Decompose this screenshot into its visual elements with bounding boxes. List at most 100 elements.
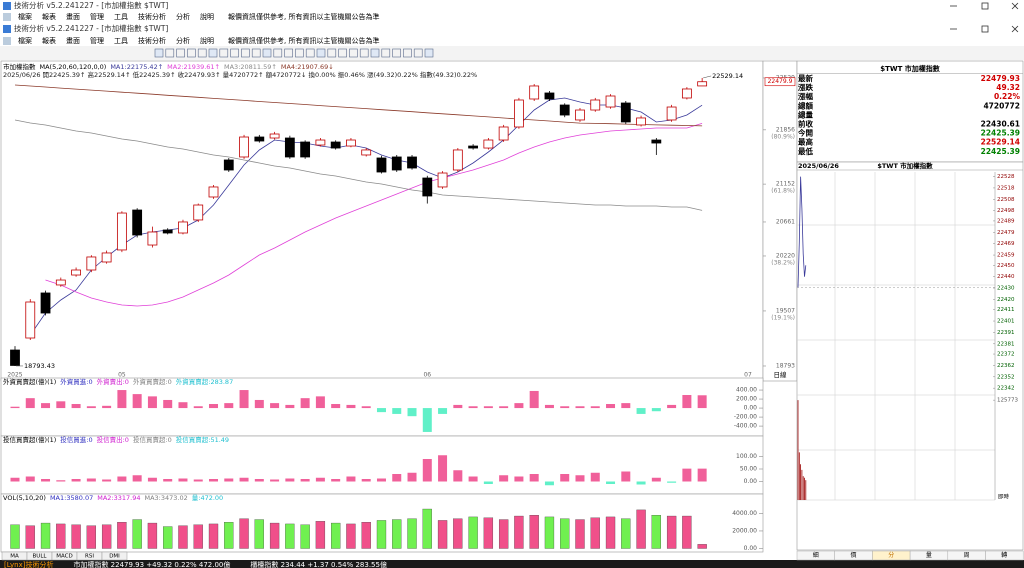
toolbar-button[interactable] — [208, 48, 218, 58]
toolbar-button[interactable] — [295, 48, 304, 58]
volume-bar — [101, 524, 112, 549]
menu-item[interactable]: 檔案 — [18, 36, 32, 45]
toolbar-button[interactable] — [338, 48, 347, 58]
toolbar-button[interactable] — [241, 48, 250, 58]
legend-entry: MA2:21939.61↑ — [167, 63, 220, 71]
candle-body — [10, 349, 20, 366]
intraday-tick-label: 22518 — [997, 185, 1015, 191]
menu-item[interactable]: 分析 — [176, 36, 190, 45]
menu-item[interactable]: 工具 — [114, 13, 128, 21]
toolbar-button[interactable] — [165, 48, 175, 58]
candle-body — [376, 157, 387, 173]
flow-bar — [239, 477, 249, 482]
quote-label: 最高 — [798, 137, 813, 147]
status-bar — [0, 560, 1024, 568]
status-text: 櫃檯指數 234.44 +1.37 0.54% 283.55億 — [250, 560, 387, 568]
toolbar-button[interactable] — [187, 48, 196, 58]
flow-bar — [163, 399, 173, 409]
legend-entry: MA2:3317.94 — [97, 494, 140, 502]
toolbar-button[interactable] — [305, 48, 315, 58]
quote-label: 最低 — [798, 146, 813, 156]
menu-item[interactable]: 分析 — [176, 12, 190, 21]
close[interactable] — [1011, 25, 1019, 33]
detail-tab-label[interactable]: 分 — [888, 551, 894, 559]
menu-item[interactable]: 技術分析 — [138, 12, 166, 21]
candle-body — [651, 139, 662, 144]
indicator-tab-label[interactable]: BULL — [33, 554, 48, 560]
toolbar-button[interactable] — [327, 48, 337, 58]
legend-entry: 外資買賣超:283.87 — [176, 377, 233, 386]
flow-bar — [392, 474, 402, 482]
x-tick-label: 07 — [744, 372, 752, 379]
legend-entry: MA3:20811.59↑ — [224, 63, 277, 71]
toolbar-button[interactable] — [262, 48, 272, 58]
toolbar-button[interactable] — [316, 48, 326, 58]
indicator-tab-label[interactable]: RSI — [85, 554, 94, 560]
indicator-tab-label[interactable]: MACD — [56, 554, 73, 560]
detail-tab-label[interactable]: 量 — [926, 552, 932, 559]
menu-item[interactable]: 工具 — [114, 37, 128, 45]
close[interactable] — [1011, 2, 1019, 10]
toolbar-button[interactable] — [381, 48, 391, 58]
menu-item[interactable]: 檔案 — [18, 12, 32, 21]
toolbar-button[interactable] — [273, 48, 283, 58]
maximize[interactable] — [981, 2, 989, 10]
menu-item[interactable]: 畫面 — [66, 12, 80, 21]
candle-body — [346, 139, 356, 147]
restore[interactable] — [981, 25, 989, 33]
toolbar-button[interactable] — [413, 48, 423, 58]
indicator-tab[interactable] — [101, 551, 128, 561]
toolbar-button[interactable] — [359, 48, 369, 58]
toolbar-button[interactable] — [176, 48, 185, 58]
toolbar-button[interactable] — [230, 48, 239, 58]
indicator-tab-label[interactable]: DMI — [109, 554, 120, 560]
flow-bar — [331, 479, 341, 482]
detail-tab-label[interactable]: 細 — [813, 551, 819, 559]
flow-bar — [25, 398, 35, 409]
toolbar-button[interactable] — [392, 48, 401, 58]
toolbar-button[interactable] — [370, 48, 380, 58]
candle-body — [300, 141, 311, 158]
detail-tab[interactable] — [985, 550, 1024, 561]
menu-item[interactable]: 說明 — [200, 12, 214, 21]
indicator-tab-label[interactable]: MA — [10, 554, 19, 560]
menu-item[interactable]: 報表 — [42, 12, 56, 21]
flow-bar — [682, 468, 692, 482]
toolbar-button[interactable] — [154, 48, 164, 58]
toolbar-button[interactable] — [403, 48, 412, 58]
menu-item[interactable]: 管理 — [90, 12, 104, 21]
detail-tab-label[interactable]: 價 — [850, 551, 856, 559]
inner-window-title: 技術分析 v5.2.241227 - [市加權指數 $TWT] — [14, 23, 168, 33]
menu-item[interactable]: 說明 — [200, 36, 214, 45]
flow-bar — [544, 404, 554, 409]
toolbar-button[interactable] — [284, 48, 293, 58]
volume-bar — [193, 524, 203, 549]
toolbar-button[interactable] — [424, 48, 434, 58]
toolbar-button[interactable] — [251, 48, 261, 58]
legend-entry: 投信買賣超(億)(1) — [3, 435, 56, 444]
menu-item[interactable]: 技術分析 — [138, 36, 166, 45]
x-tick-label: 06 — [423, 372, 431, 379]
menu-item[interactable]: 報表 — [42, 36, 56, 45]
toolbar-button[interactable] — [219, 48, 229, 58]
intraday-tick-label: 22450 — [997, 263, 1015, 269]
intraday-tick-label: 22411 — [997, 307, 1015, 313]
toolbar-button[interactable] — [197, 48, 207, 58]
volume-bar — [605, 516, 616, 549]
flow-bar — [453, 404, 463, 409]
flow-bar — [544, 481, 554, 486]
flow-bar — [697, 395, 707, 409]
menu-item[interactable]: 管理 — [90, 36, 104, 45]
detail-tab-label[interactable]: 轉 — [1001, 551, 1007, 559]
flow-bar — [285, 404, 295, 409]
flow-bar — [25, 476, 35, 482]
flow-bar — [499, 475, 509, 482]
detail-tab-label[interactable]: 周 — [964, 552, 970, 559]
candle-body — [422, 177, 433, 197]
volume-bar — [483, 517, 494, 549]
candle-body — [590, 99, 601, 111]
menu-item[interactable]: 畫面 — [66, 36, 80, 45]
candle-body — [330, 141, 341, 149]
quote-panel — [796, 60, 1024, 163]
toolbar-button[interactable] — [349, 48, 358, 58]
